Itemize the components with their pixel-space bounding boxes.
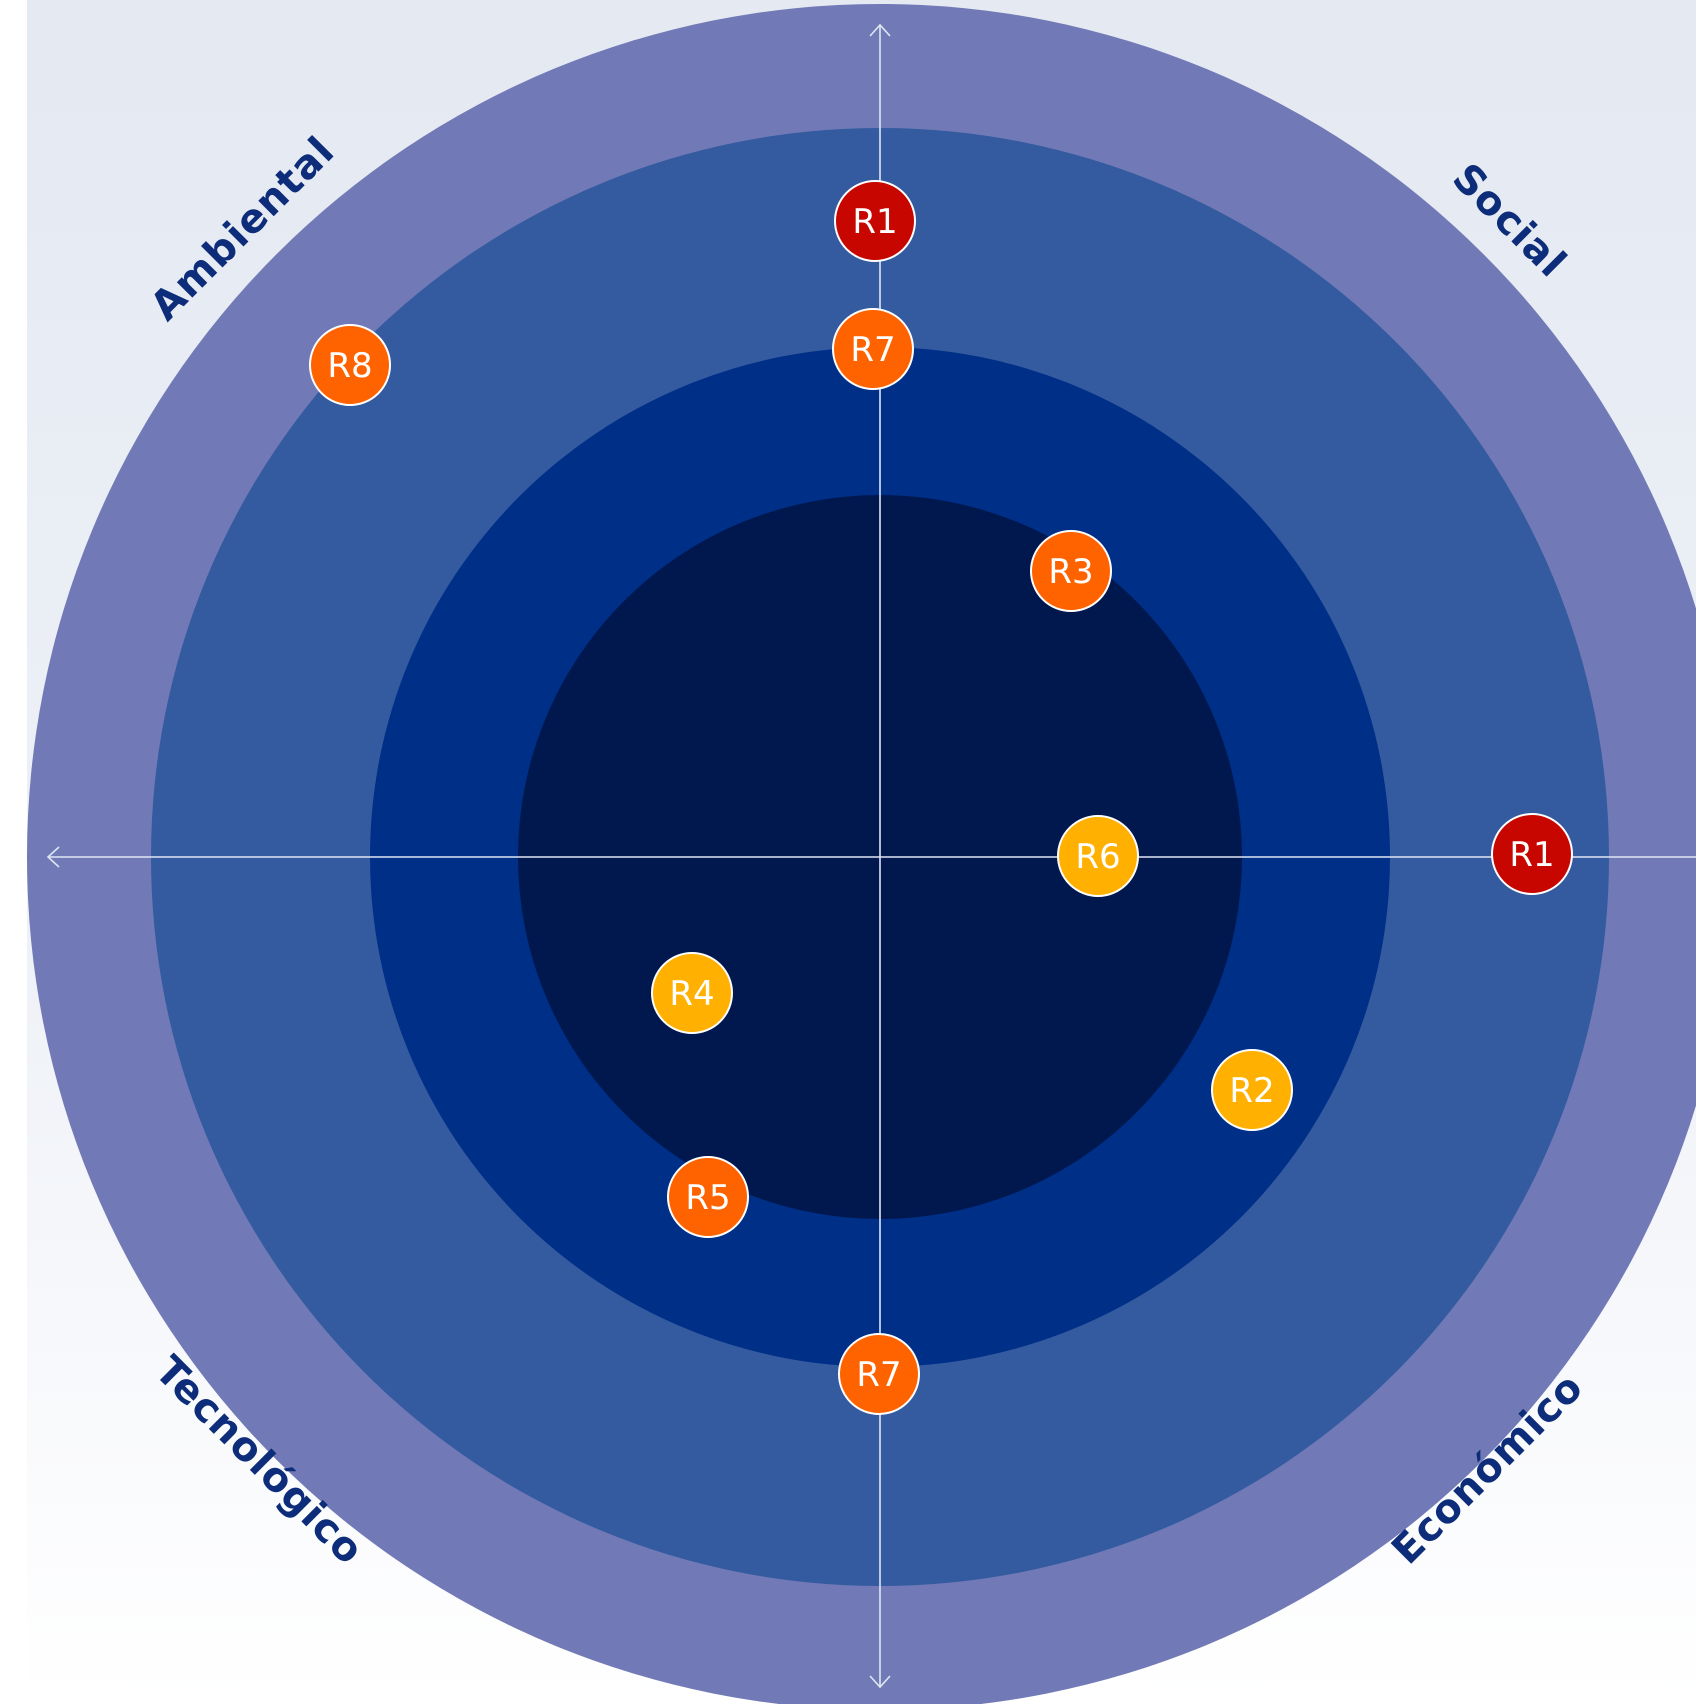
risk-dot: [1491, 813, 1573, 895]
risk-dot: [667, 1156, 749, 1238]
risk-marker-r8[interactable]: R8: [309, 324, 391, 406]
risk-label: R5: [685, 1178, 730, 1218]
risk-label: R1: [852, 202, 897, 242]
risk-label: R2: [1229, 1071, 1274, 1111]
risk-dot: [1030, 530, 1112, 612]
risk-label: R7: [850, 330, 895, 370]
risk-marker-r5[interactable]: R5: [667, 1156, 749, 1238]
risk-marker-r7-top[interactable]: R7: [832, 308, 914, 390]
arrow-down-icon: [869, 1675, 891, 1689]
arrow-up-icon: [869, 23, 891, 37]
risk-dot: [834, 180, 916, 262]
risk-dot: [309, 324, 391, 406]
risk-dot: [832, 308, 914, 390]
risk-marker-r6[interactable]: R6: [1057, 815, 1139, 897]
risk-marker-r1-top[interactable]: R1: [834, 180, 916, 262]
risk-dot: [1057, 815, 1139, 897]
risk-label: R6: [1075, 837, 1120, 877]
risk-marker-r2[interactable]: R2: [1211, 1049, 1293, 1131]
risk-dot: [651, 952, 733, 1034]
risk-dot: [838, 1333, 920, 1415]
risk-markers: R1 R7 R8 R3 R6 R1 R4 R2: [309, 180, 1573, 1415]
risk-marker-r3[interactable]: R3: [1030, 530, 1112, 612]
risk-label: R4: [669, 974, 714, 1014]
risk-dot: [1211, 1049, 1293, 1131]
risk-label: R3: [1048, 552, 1093, 592]
risk-marker-r4[interactable]: R4: [651, 952, 733, 1034]
risk-label: R8: [327, 346, 372, 386]
risk-label: R7: [856, 1355, 901, 1395]
risk-marker-r7-bottom[interactable]: R7: [838, 1333, 920, 1415]
arrow-left-icon: [46, 846, 60, 868]
risk-label: R1: [1509, 835, 1554, 875]
risk-marker-r1-right[interactable]: R1: [1491, 813, 1573, 895]
